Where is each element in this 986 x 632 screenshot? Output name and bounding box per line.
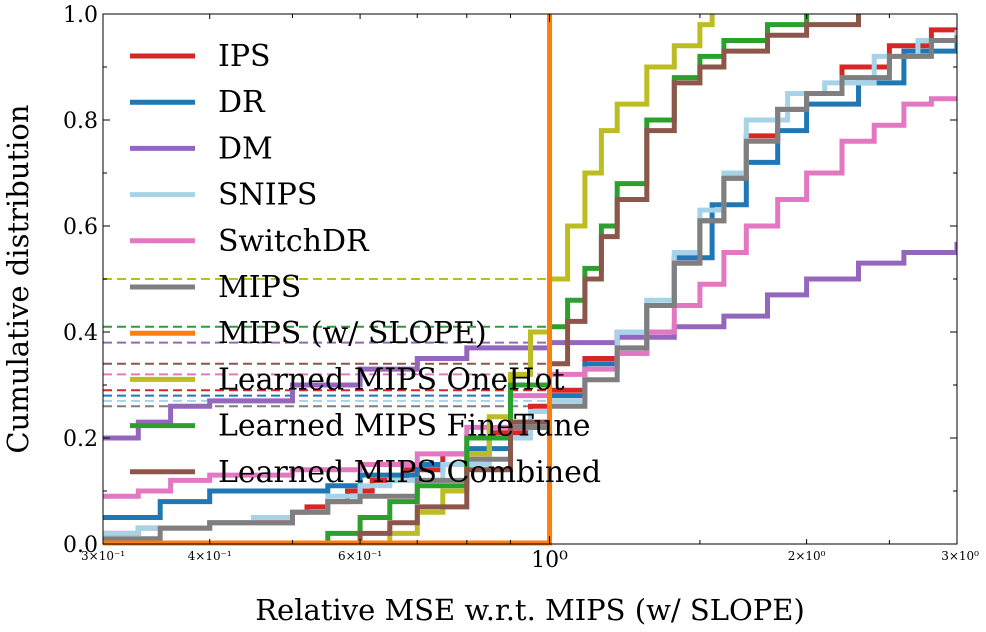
x-axis-label: Relative MSE w.r.t. MIPS (w/ SLOPE) (255, 593, 805, 627)
x-tick-label: 2×10⁰ (788, 549, 826, 563)
reference-hlines (103, 278, 550, 408)
x-tick-label: 3×10⁰ (941, 549, 979, 563)
y-tick-label: 0.2 (63, 427, 98, 452)
series-line-dr (103, 40, 957, 520)
series-line-switchdr (103, 96, 957, 499)
y-axis-label: Cumulative distribution (1, 104, 35, 453)
y-tick-label: 0.0 (63, 533, 98, 558)
legend-label-ips: IPS (218, 39, 271, 74)
y-tick-label: 1.0 (63, 3, 98, 28)
series-line-learned-mips-finetune (103, 14, 810, 544)
x-axis-ticks: 3×10⁻¹ 4×10⁻¹ 6×10⁻¹ 10⁰ 2×10⁰ 3×10⁰ (81, 14, 979, 573)
x-tick-label: 3×10⁻¹ (81, 549, 125, 563)
legend: IPS DR DM SNIPS SwitchDR MIPS MIPS (w/ SLOPE) L… (130, 39, 601, 490)
y-tick-label: 0.4 (63, 321, 98, 346)
legend-label-learned-mips-finetune: Learned MIPS FineTune (218, 409, 590, 444)
y-tick-label: 0.8 (63, 109, 98, 134)
x-tick-label: 6×10⁻¹ (338, 549, 382, 563)
x-tick-label: 10⁰ (531, 548, 568, 573)
y-tick-label: 0.6 (63, 215, 98, 240)
legend-label-learned-mips-onehot: Learned MIPS OneHot (218, 362, 565, 397)
series-line-learned-mips-combined (103, 14, 861, 544)
legend-label-mips: MIPS (218, 270, 301, 305)
legend-label-snips: SNIPS (218, 178, 317, 213)
y-axis-ticks: 0.0 0.2 0.4 0.6 0.8 1.0 (63, 3, 957, 558)
legend-label-switchdr: SwitchDR (218, 224, 370, 259)
series-line-mips (103, 35, 957, 542)
legend-label-dm: DM (218, 131, 273, 166)
x-tick-label: 4×10⁻¹ (188, 549, 232, 563)
legend-label-dr: DR (218, 85, 266, 120)
legend-label-mips-w-slope: MIPS (w/ SLOPE) (218, 316, 487, 351)
legend-label-learned-mips-combined: Learned MIPS Combined (218, 455, 601, 490)
